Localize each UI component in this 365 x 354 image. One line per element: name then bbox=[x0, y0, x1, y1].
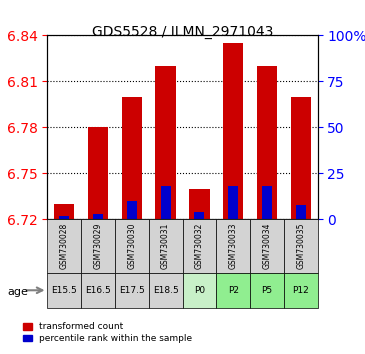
Text: GSM730033: GSM730033 bbox=[228, 223, 238, 269]
Bar bbox=[122, 97, 142, 219]
FancyBboxPatch shape bbox=[115, 219, 149, 273]
Text: P2: P2 bbox=[228, 286, 239, 295]
Text: E16.5: E16.5 bbox=[85, 286, 111, 295]
FancyBboxPatch shape bbox=[216, 273, 250, 308]
Text: GSM730030: GSM730030 bbox=[127, 223, 137, 269]
Bar bbox=[194, 212, 204, 219]
FancyBboxPatch shape bbox=[47, 219, 81, 273]
Text: GSM730029: GSM730029 bbox=[93, 223, 103, 269]
Legend: transformed count, percentile rank within the sample: transformed count, percentile rank withi… bbox=[23, 322, 192, 343]
FancyBboxPatch shape bbox=[115, 273, 149, 308]
Text: GSM730035: GSM730035 bbox=[296, 223, 305, 269]
Bar bbox=[161, 186, 171, 219]
Bar bbox=[189, 189, 210, 219]
Bar bbox=[223, 43, 243, 219]
Bar bbox=[88, 127, 108, 219]
Bar bbox=[228, 186, 238, 219]
Bar bbox=[296, 205, 306, 219]
Bar bbox=[54, 204, 74, 219]
Text: E17.5: E17.5 bbox=[119, 286, 145, 295]
Bar bbox=[127, 201, 137, 219]
Text: GSM730032: GSM730032 bbox=[195, 223, 204, 269]
FancyBboxPatch shape bbox=[81, 273, 115, 308]
FancyBboxPatch shape bbox=[149, 273, 182, 308]
Bar bbox=[291, 97, 311, 219]
FancyBboxPatch shape bbox=[250, 219, 284, 273]
Text: E18.5: E18.5 bbox=[153, 286, 178, 295]
FancyBboxPatch shape bbox=[182, 219, 216, 273]
FancyBboxPatch shape bbox=[149, 219, 182, 273]
Bar bbox=[155, 66, 176, 219]
FancyBboxPatch shape bbox=[216, 219, 250, 273]
Text: GSM730028: GSM730028 bbox=[60, 223, 69, 269]
Text: E15.5: E15.5 bbox=[51, 286, 77, 295]
Bar bbox=[262, 186, 272, 219]
Text: age: age bbox=[7, 287, 28, 297]
Text: P12: P12 bbox=[292, 286, 309, 295]
Text: P5: P5 bbox=[261, 286, 272, 295]
FancyBboxPatch shape bbox=[81, 219, 115, 273]
FancyBboxPatch shape bbox=[284, 273, 318, 308]
Text: GDS5528 / ILMN_2971043: GDS5528 / ILMN_2971043 bbox=[92, 25, 273, 39]
Text: GSM730031: GSM730031 bbox=[161, 223, 170, 269]
FancyBboxPatch shape bbox=[47, 273, 81, 308]
FancyBboxPatch shape bbox=[182, 273, 216, 308]
Text: P0: P0 bbox=[194, 286, 205, 295]
Text: GSM730034: GSM730034 bbox=[262, 223, 272, 269]
Bar bbox=[59, 216, 69, 219]
FancyBboxPatch shape bbox=[284, 219, 318, 273]
Bar bbox=[93, 214, 103, 219]
FancyBboxPatch shape bbox=[250, 273, 284, 308]
Bar bbox=[257, 66, 277, 219]
